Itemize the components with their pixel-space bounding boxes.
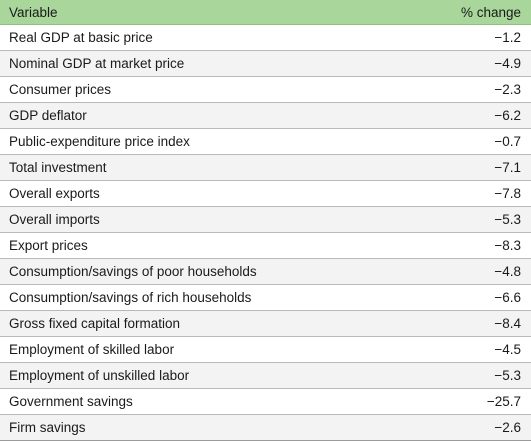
table-row: Export prices −8.3 — [0, 233, 531, 259]
change-cell: −2.3 — [494, 82, 521, 97]
column-header-change: % change — [460, 4, 521, 20]
change-cell: −7.8 — [494, 186, 521, 201]
change-cell: −4.8 — [494, 264, 521, 279]
variable-cell: Overall imports — [9, 212, 100, 227]
table-row: GDP deflator −6.2 — [0, 103, 531, 129]
variable-cell: Nominal GDP at market price — [9, 56, 185, 71]
variable-cell: Consumption/savings of poor households — [9, 264, 257, 279]
change-cell: −4.5 — [494, 342, 521, 357]
table-row: Total investment −7.1 — [0, 155, 531, 181]
table-row: Employment of unskilled labor −5.3 — [0, 363, 531, 389]
variable-cell: Consumption/savings of rich households — [9, 290, 252, 305]
variable-cell: Firm savings — [9, 420, 86, 435]
variable-cell: Real GDP at basic price — [9, 30, 153, 45]
table-row: Real GDP at basic price −1.2 — [0, 25, 531, 51]
variable-cell: Overall exports — [9, 186, 100, 201]
table-row: Government savings −25.7 — [0, 389, 531, 415]
change-cell: −4.9 — [494, 56, 521, 71]
change-cell: −0.7 — [494, 134, 521, 149]
change-cell: −8.4 — [494, 316, 521, 331]
change-cell: −25.7 — [486, 394, 521, 409]
table-row: Consumer prices −2.3 — [0, 77, 531, 103]
table-row: Employment of skilled labor −4.5 — [0, 337, 531, 363]
table-row: Public-expenditure price index −0.7 — [0, 129, 531, 155]
table-row: Nominal GDP at market price −4.9 — [0, 51, 531, 77]
table-row: Firm savings −2.6 — [0, 415, 531, 441]
variable-cell: GDP deflator — [9, 108, 87, 123]
change-cell: −6.2 — [494, 108, 521, 123]
variable-cell: Government savings — [9, 394, 133, 409]
change-cell: −2.6 — [494, 420, 521, 435]
change-cell: −8.3 — [494, 238, 521, 253]
table-row: Consumption/savings of rich households −… — [0, 285, 531, 311]
column-header-variable: Variable — [9, 4, 58, 20]
change-cell: −5.3 — [494, 212, 521, 227]
change-cell: −6.6 — [494, 290, 521, 305]
table-row: Consumption/savings of poor households −… — [0, 259, 531, 285]
variable-cell: Gross fixed capital formation — [9, 316, 181, 331]
variable-cell: Public-expenditure price index — [9, 134, 190, 149]
table-header-row: Variable % change — [0, 0, 531, 25]
variable-cell: Total investment — [9, 160, 107, 175]
change-cell: −1.2 — [494, 30, 521, 45]
table-row: Overall exports −7.8 — [0, 181, 531, 207]
change-cell: −5.3 — [494, 368, 521, 383]
variable-cell: Employment of skilled labor — [9, 342, 175, 357]
variable-cell: Consumer prices — [9, 82, 112, 97]
table-row: Overall imports −5.3 — [0, 207, 531, 233]
change-cell: −7.1 — [494, 160, 521, 175]
variable-cell: Employment of unskilled labor — [9, 368, 190, 383]
table-row: Gross fixed capital formation −8.4 — [0, 311, 531, 337]
variable-cell: Export prices — [9, 238, 88, 253]
